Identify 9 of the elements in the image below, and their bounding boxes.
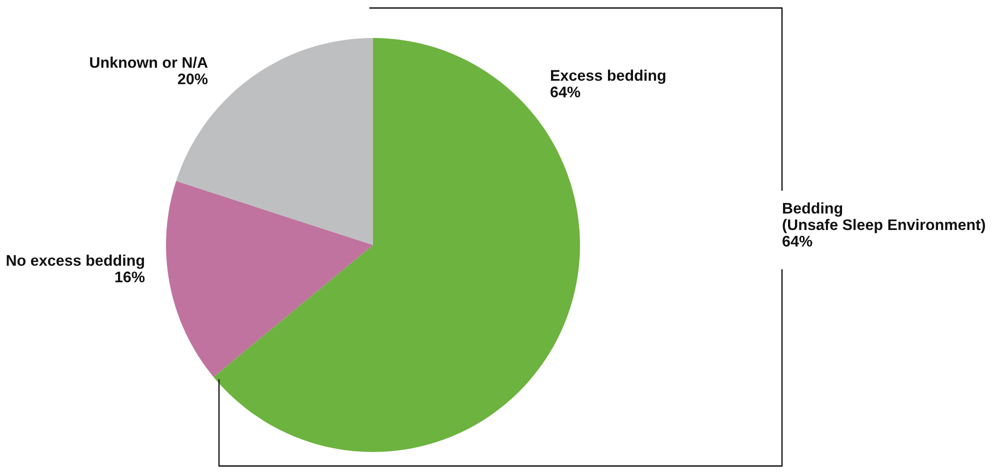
pie-slice: [176, 38, 373, 245]
pie-slice: [166, 181, 373, 377]
slice-label: No excess bedding: [6, 254, 144, 269]
text: Bedding (Unsafe Sleep Environment) 64%: [782, 202, 985, 247]
data-label: 16%: [115, 272, 145, 282]
slice-label: Unknown or N/A: [90, 56, 208, 68]
data-label: 20%: [178, 74, 208, 84]
slice-label: Excess bedding: [551, 70, 666, 84]
data-label: 64%: [550, 86, 580, 98]
